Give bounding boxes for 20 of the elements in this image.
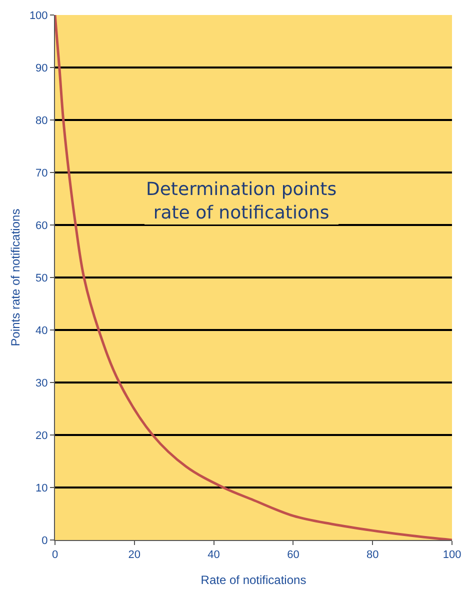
x-tick-label: 100 — [442, 549, 462, 562]
y-tick-label: 100 — [29, 10, 48, 22]
y-tick-label: 80 — [36, 114, 48, 127]
y-tick-label: 10 — [36, 482, 48, 494]
x-tick-label: 40 — [208, 549, 220, 562]
y-tick-label: 90 — [36, 62, 48, 74]
y-axis-title: Points rate of notifications — [8, 208, 23, 346]
x-tick-label: 80 — [366, 549, 379, 562]
y-tick-label: 50 — [36, 272, 48, 284]
y-tick-label: 60 — [36, 220, 48, 232]
x-tick-label: 60 — [287, 549, 300, 562]
text: Determination points rate of notifications — [146, 179, 337, 224]
x-tick-label: 0 — [52, 549, 58, 562]
x-axis-title: Rate of notifications — [200, 573, 306, 588]
y-tick-label: 0 — [42, 534, 48, 547]
y-tick-label: 40 — [36, 324, 48, 337]
x-tick-label: 20 — [128, 549, 141, 562]
y-tick-label: 20 — [36, 430, 48, 442]
y-tick-label: 70 — [36, 167, 48, 180]
y-tick-label: 30 — [36, 377, 48, 390]
